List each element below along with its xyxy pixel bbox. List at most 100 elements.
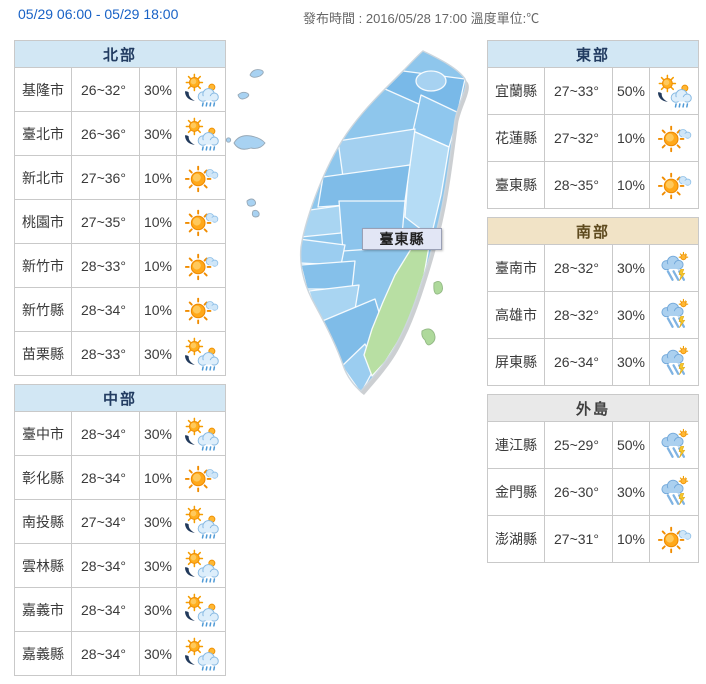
city-name: 宜蘭縣: [487, 67, 545, 115]
weather-icon-cell: [648, 114, 700, 162]
rain-probability: 30%: [612, 291, 650, 339]
mostly-sunny-icon: [655, 168, 693, 202]
mostly-sunny-icon: [655, 522, 693, 556]
city-name: 基隆市: [14, 67, 72, 112]
temperature-range: 28~34°: [71, 287, 140, 332]
city-name: 新北市: [14, 155, 72, 200]
rain-probability: 10%: [612, 114, 650, 162]
sun-rain-icon: [182, 337, 220, 371]
mostly-sunny-icon: [655, 121, 693, 155]
temperature-range: 28~34°: [71, 631, 140, 676]
mostly-sunny-icon: [182, 205, 220, 239]
weather-icon-cell: [648, 468, 700, 516]
city-name: 連江縣: [487, 421, 545, 469]
temperature-range: 25~29°: [544, 421, 613, 469]
rain-probability: 10%: [139, 199, 177, 244]
mostly-sunny-icon: [182, 461, 220, 495]
city-name: 彰化縣: [14, 455, 72, 500]
region-table-east: 東部 宜蘭縣 27~33° 50% 花蓮縣 27~32° 10% 臺東縣 28~35° 10%: [486, 40, 700, 209]
rain-probability: 10%: [612, 515, 650, 563]
weather-icon-cell: [175, 631, 227, 676]
forecast-row: 高雄市 28~32° 30%: [487, 291, 700, 339]
city-name: 嘉義市: [14, 587, 72, 632]
forecast-row: 連江縣 25~29° 50%: [487, 421, 700, 469]
temperature-range: 27~33°: [544, 67, 613, 115]
sun-rain-icon: [655, 74, 693, 108]
temperature-range: 28~34°: [71, 587, 140, 632]
rain-probability: 30%: [139, 543, 177, 588]
rain-probability: 50%: [612, 67, 650, 115]
rain-probability: 30%: [612, 338, 650, 386]
city-name: 臺南市: [487, 244, 545, 292]
rain-probability: 10%: [139, 243, 177, 288]
forecast-row: 彰化縣 28~34° 10%: [14, 455, 227, 500]
temperature-range: 27~32°: [544, 114, 613, 162]
forecast-row: 臺東縣 28~35° 10%: [487, 161, 700, 209]
city-name: 臺中市: [14, 411, 72, 456]
offshore-islands[interactable]: [225, 69, 266, 218]
forecast-row: 宜蘭縣 27~33° 50%: [487, 67, 700, 115]
region-title-south: 南部: [486, 217, 700, 245]
forecast-row: 新北市 27~36° 10%: [14, 155, 227, 200]
island-outline: [299, 50, 467, 392]
region-table-central: 中部 臺中市 28~34° 30% 彰化縣 28~34° 10% 南投縣 27~34° 30% 雲林…: [13, 384, 227, 676]
rain-probability: 10%: [612, 161, 650, 209]
temperature-range: 28~35°: [544, 161, 613, 209]
sun-rain-icon: [182, 117, 220, 151]
weather-icon-cell: [175, 199, 227, 244]
thunder-rain-icon: [655, 475, 693, 509]
city-name: 花蓮縣: [487, 114, 545, 162]
mostly-sunny-icon: [182, 161, 220, 195]
city-name: 澎湖縣: [487, 515, 545, 563]
sun-rain-icon: [182, 73, 220, 107]
sun-rain-icon: [182, 637, 220, 671]
forecast-period: 05/29 06:00 - 05/29 18:00: [18, 6, 179, 22]
city-name: 桃園市: [14, 199, 72, 244]
thunder-rain-icon: [655, 345, 693, 379]
temperature-range: 27~34°: [71, 499, 140, 544]
forecast-row: 嘉義市 28~34° 30%: [14, 587, 227, 632]
county-regions[interactable]: [295, 45, 475, 397]
rain-probability: 30%: [139, 499, 177, 544]
weather-icon-cell: [648, 421, 700, 469]
green-islands[interactable]: [421, 280, 443, 346]
rain-probability: 30%: [139, 67, 177, 112]
weather-icon-cell: [175, 243, 227, 288]
city-name: 南投縣: [14, 499, 72, 544]
city-name: 嘉義縣: [14, 631, 72, 676]
region-title-islands: 外島: [486, 394, 700, 422]
city-name: 金門縣: [487, 468, 545, 516]
thunder-rain-icon: [655, 251, 693, 285]
rain-probability: 30%: [139, 331, 177, 376]
rain-probability: 10%: [139, 155, 177, 200]
temperature-range: 28~32°: [544, 244, 613, 292]
city-name: 雲林縣: [14, 543, 72, 588]
sun-rain-icon: [182, 417, 220, 451]
thunder-rain-icon: [655, 428, 693, 462]
temperature-range: 26~30°: [544, 468, 613, 516]
taiwan-map[interactable]: [225, 35, 485, 405]
city-name: 新竹縣: [14, 287, 72, 332]
forecast-row: 臺南市 28~32° 30%: [487, 244, 700, 292]
rain-probability: 30%: [139, 411, 177, 456]
region-title-east: 東部: [486, 40, 700, 68]
city-name: 苗栗縣: [14, 331, 72, 376]
weather-icon-cell: [648, 244, 700, 292]
temperature-range: 26~34°: [544, 338, 613, 386]
forecast-row: 臺北市 26~36° 30%: [14, 111, 227, 156]
forecast-row: 雲林縣 28~34° 30%: [14, 543, 227, 588]
city-name: 臺東縣: [487, 161, 545, 209]
rain-probability: 30%: [139, 631, 177, 676]
thunder-rain-icon: [655, 298, 693, 332]
weather-icon-cell: [175, 587, 227, 632]
rain-probability: 10%: [139, 287, 177, 332]
city-name: 屏東縣: [487, 338, 545, 386]
temperature-range: 28~33°: [71, 331, 140, 376]
forecast-row: 桃園市 27~35° 10%: [14, 199, 227, 244]
weather-icon-cell: [175, 331, 227, 376]
temperature-range: 26~36°: [71, 111, 140, 156]
temperature-range: 27~35°: [71, 199, 140, 244]
weather-icon-cell: [648, 515, 700, 563]
forecast-row: 南投縣 27~34° 30%: [14, 499, 227, 544]
sun-rain-icon: [182, 505, 220, 539]
